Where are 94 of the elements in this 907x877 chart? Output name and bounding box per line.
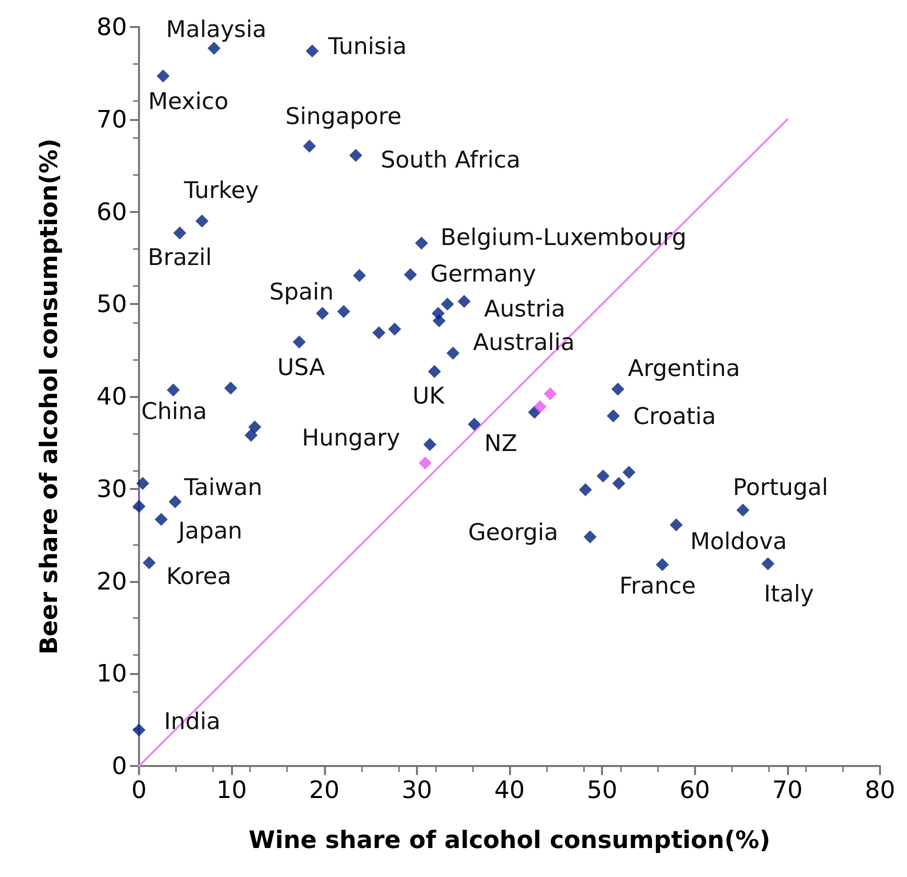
x-tick-label: 70 [772,776,803,804]
point [611,382,624,396]
point [306,44,319,58]
annotation: Malaysia [166,17,267,44]
x-tick-label: 50 [586,776,618,804]
point [761,557,774,570]
y-tick-label: 30 [96,474,127,503]
point [132,500,146,513]
annotation: Singapore [285,104,402,130]
y-tick-label: 80 [96,13,127,41]
point [248,420,262,434]
point [208,42,221,55]
annotation: Japan [176,518,242,544]
annotation: Austria [484,296,566,322]
annotation: India [164,708,220,735]
annotation: Turkey [182,178,259,204]
annotation: Germany [430,262,536,288]
point [656,558,669,572]
x-tick-label: 30 [402,776,432,804]
annotation: Brazil [148,244,212,271]
point [534,400,547,414]
y-axis-title: Beer share of alcohol consumption(%) [35,138,63,655]
point [154,512,168,526]
point [736,504,750,517]
point [372,326,386,340]
point [244,428,258,442]
point [132,723,146,736]
x-tick-label: 80 [864,776,896,804]
annotation: Australia [473,330,575,356]
point [415,236,428,250]
annotation: Argentina [628,356,740,382]
annotation: Italy [764,582,814,608]
x-tick-label: 60 [679,776,710,804]
point [446,346,460,360]
y-tick-label: 50 [96,290,127,318]
point [404,268,417,282]
point [292,336,306,348]
point [584,530,597,544]
y-tick-label: 70 [96,105,127,134]
annotation: Croatia [633,404,716,430]
y-tick-label: 20 [96,567,127,596]
annotation: Korea [166,564,232,590]
point [428,365,441,378]
annotation: France [619,574,696,600]
point [168,495,182,508]
annotation: UK [412,384,446,410]
point [578,483,592,496]
annotation: Taiwan [183,474,262,501]
point [468,418,481,431]
annotation: USA [277,355,326,381]
point [195,214,208,228]
point [544,387,557,400]
point [224,382,238,395]
point [596,469,610,482]
point [316,306,329,320]
point [458,294,471,308]
x-tick-label: 0 [131,776,147,804]
point [670,518,683,532]
point [337,305,350,318]
x-tick-label: 10 [216,776,247,804]
point [440,298,454,311]
x-axis-title: Wine share of alcohol consumption(%) [248,826,770,854]
annotation: NZ [484,431,518,458]
annotation: Moldova [690,528,787,555]
point [418,456,432,470]
point [423,438,436,452]
annotation: South Africa [380,147,521,174]
y-tick-label: 60 [96,198,127,226]
point [166,384,180,397]
point [622,466,636,479]
point [432,314,446,328]
point [352,268,366,282]
point [388,322,402,336]
point [612,476,626,490]
x-tick-label: 40 [494,776,525,804]
annotation: Hungary [302,426,400,452]
point [606,409,620,422]
y-tick-label: 40 [96,382,127,410]
point [142,556,156,570]
point [156,69,170,82]
annotation: Spain [269,279,334,306]
annotation: Mexico [148,88,228,115]
point [349,148,362,162]
y-tick-label: 10 [96,660,127,688]
point [173,226,186,240]
x-tick-label: 20 [308,776,340,804]
point [136,476,150,490]
point [302,140,316,153]
annotation: Portugal [732,475,828,502]
y-tick-label: 0 [112,752,127,780]
annotation: Georgia [468,520,558,546]
annotation: China [141,399,207,426]
annotation: Tunisia [327,34,407,60]
annotation: Belgium-Luxembourg [440,225,686,252]
